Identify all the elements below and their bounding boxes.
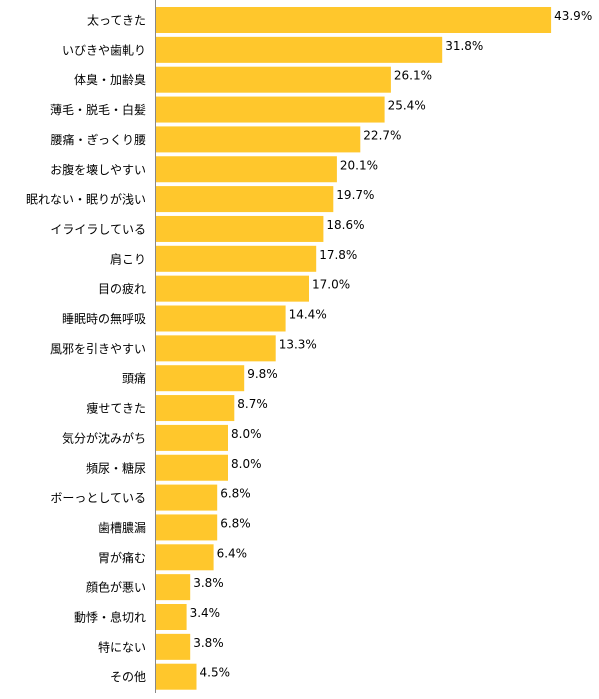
bar: [156, 36, 443, 63]
category-label: 太ってきた: [87, 13, 146, 28]
value-label: 4.5%: [200, 666, 231, 680]
category-label: イライラしている: [50, 222, 146, 236]
category-label: いびきや歯軋り: [62, 43, 146, 57]
category-label: 睡眠時の無呼吸: [62, 311, 146, 326]
value-label: 22.7%: [363, 128, 401, 142]
value-label: 3.4%: [190, 606, 221, 620]
value-label: 14.4%: [289, 308, 327, 322]
bar: [156, 633, 191, 660]
value-label: 3.8%: [193, 636, 224, 650]
value-label: 31.8%: [445, 39, 483, 53]
value-label: 3.8%: [193, 576, 224, 590]
bar: [156, 663, 197, 690]
value-label: 6.4%: [217, 546, 248, 560]
bar: [156, 245, 317, 272]
bar: [156, 96, 385, 123]
bar: [156, 544, 214, 571]
value-label: 17.0%: [312, 278, 350, 292]
bar: [156, 335, 276, 362]
value-label: 17.8%: [319, 248, 357, 262]
category-label: 肩こり: [110, 251, 146, 266]
value-label: 8.0%: [231, 427, 262, 441]
value-label: 43.9%: [554, 9, 592, 23]
bar: [156, 305, 286, 332]
value-label: 6.8%: [220, 516, 251, 530]
bar: [156, 454, 228, 481]
category-label: 眠れない・眠りが浅い: [26, 192, 146, 207]
category-label: 風邪を引きやすい: [50, 342, 146, 356]
value-labels: 43.9% 31.8% 26.1% 25.4% 22.7% 20.1% 19.7% 18.6%…: [190, 9, 593, 680]
bar: [156, 156, 337, 183]
category-label: 歯槽膿漏: [98, 521, 146, 535]
category-label: その他: [110, 670, 146, 684]
bar: [156, 514, 218, 541]
bar: [156, 7, 552, 33]
category-label: 目の疲れ: [98, 281, 146, 296]
bar: [156, 395, 235, 422]
bar: [156, 66, 391, 93]
category-label: 薄毛・脱毛・白髪: [50, 102, 146, 117]
category-label: 胃が痛む: [98, 550, 146, 565]
category-label: 腰痛・ぎっくり腰: [50, 132, 146, 147]
category-label: 痩せてきた: [86, 401, 146, 416]
bar: [156, 215, 324, 242]
value-label: 8.7%: [237, 397, 267, 411]
category-labels: 太ってきたいびきや歯軋り体臭・加齢臭薄毛・脱毛・白髪腰痛・ぎっくり腰お腹を壊しや…: [26, 13, 146, 685]
category-label: お腹を壊しやすい: [50, 163, 146, 177]
category-label: 気分が沈みがち: [62, 430, 146, 445]
value-label: 13.3%: [279, 337, 317, 351]
bar: [156, 365, 245, 392]
bar: [156, 484, 218, 511]
category-label: 頭痛: [122, 371, 146, 386]
category-label: 顔色が悪い: [86, 580, 146, 595]
value-label: 9.8%: [247, 367, 278, 381]
value-label: 19.7%: [336, 188, 374, 202]
bar: [156, 186, 334, 213]
bar: [156, 424, 228, 451]
category-label: 体臭・加齢臭: [74, 72, 146, 87]
category-label: ボーっとしている: [50, 491, 146, 505]
value-label: 20.1%: [340, 158, 378, 172]
value-label: 8.0%: [231, 457, 262, 471]
bar: [156, 275, 309, 302]
category-label: 特にない: [98, 639, 146, 654]
category-label: 動悸・息切れ: [74, 610, 146, 625]
category-label: 頻尿・糖尿: [86, 460, 146, 475]
value-label: 25.4%: [388, 99, 426, 113]
bar: [156, 126, 361, 153]
bars: [156, 7, 552, 690]
value-label: 18.6%: [326, 218, 364, 232]
bar: [156, 604, 187, 630]
value-label: 6.8%: [220, 487, 251, 501]
value-label: 26.1%: [394, 69, 432, 83]
bar: [156, 574, 191, 601]
